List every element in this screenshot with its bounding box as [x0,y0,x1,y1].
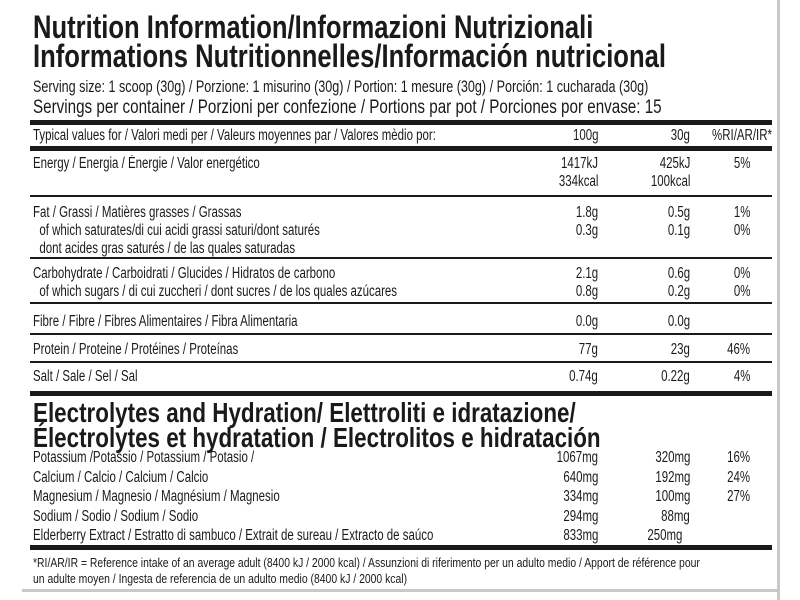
nutrient-label: Protein / Proteine / Protéines / Proteín… [33,341,239,358]
electrolyte-col3: 24% [727,468,750,486]
nutrient-label: Fibre / Fibre / Fibres Alimentaires / Fi… [33,313,298,330]
nutrient-value-col1: 0.3g [575,222,598,239]
nutrient-value-col1: 1417kJ [561,155,598,172]
electrolyte-label: Potassium /Potassio / Potassium / Potasi… [33,449,255,466]
nutrient-value-col1: 0.8g [575,283,598,300]
header-col-ri: %RI/AR/IR* [712,127,772,144]
nutrient-value-col2: 0.1g [667,222,690,239]
nutrient-value-col1: 2.1g [575,265,598,282]
nutrient-value-col3: 1% [733,204,750,221]
nutrient-value-col3: 5% [733,155,750,172]
nutrient-value-col2: 0.5g [667,204,690,221]
footnote-line-2: un adulte moyen / Ingesta de referencia … [33,571,408,586]
nutrient-value-col2: 0.22g [661,368,690,385]
divider [30,361,772,363]
electrolytes-heading-1: Electrolytes and Hydration/ Elettroliti … [33,397,576,428]
frame-border-bottom [22,589,780,592]
nutrient-value-col1: 0.0g [575,313,598,330]
nutrient-value-col1: 0.74g [569,368,598,385]
electrolyte-col2: 320mg [654,449,690,466]
nutrient-label: of which saturates/di cui acidi grassi s… [33,222,320,239]
nutrient-label: of which sugars / di cui zuccheri / dont… [33,283,398,300]
electrolyte-label: Sodium / Sodio / Sodium / Sodio [33,507,199,525]
nutrient-label: dont acides gras saturés / de las quales… [33,240,296,257]
electrolyte-label: Elderberry Extract / Estratto di sambuco… [33,527,434,544]
electrolyte-col2: 88mg [661,507,690,525]
servings-per-container: Servings per container / Porzioni per co… [33,97,662,118]
nutrient-value-col1: 77g [578,341,598,358]
nutrient-label: Carbohydrate / Carboidrati / Glucides / … [33,265,336,282]
divider [30,545,772,550]
nutrient-label: Energy / Energia / Énergie / Valor energ… [33,155,260,172]
electrolytes-heading-2: Électrolytes et hydratation / Electrolit… [33,422,601,453]
title-line-1: Nutrition Information/Informazioni Nutri… [33,9,594,45]
frame-border-right [777,0,780,600]
divider [30,257,772,259]
electrolyte-col1: 833mg [562,527,598,544]
nutrient-value-col3: 0% [733,265,750,282]
divider [30,195,772,197]
serving-size: Serving size: 1 scoop (30g) / Porzione: … [33,77,649,96]
electrolyte-col2: 192mg [654,468,690,486]
electrolyte-col1: 640mg [562,468,598,486]
header-col-30g: 30g [670,127,690,144]
electrolyte-col1: 294mg [562,507,598,525]
divider [30,120,772,125]
divider [30,391,772,396]
nutrient-value-col3: 46% [727,341,750,358]
title-line-2: Informations Nutritionnelles/Información… [33,38,666,74]
header-label: Typical values for / Valori medi per / V… [33,127,436,144]
header-col-100g: 100g [572,127,598,144]
nutrient-value-col3: 0% [733,283,750,300]
divider [30,302,772,304]
nutrient-value-col2: 100kcal [650,173,690,190]
electrolyte-col1: 334mg [562,488,598,505]
footnote-line-1: *RI/AR/IR = Reference intake of an avera… [33,555,700,570]
electrolyte-col2: 100mg [654,488,690,505]
divider [30,333,772,335]
electrolyte-col3: 27% [727,488,750,505]
nutrient-value-col2: 23g [670,341,690,358]
electrolyte-label: Magnesium / Magnesio / Magnésium / Magne… [33,488,280,505]
electrolyte-col2: 250mg [646,527,682,544]
divider [30,146,772,151]
nutrient-label: Fat / Grassi / Matières grasses / Grassa… [33,204,242,221]
nutrient-label: Salt / Sale / Sel / Sal [33,368,138,385]
nutrient-value-col3: 0% [733,222,750,239]
electrolyte-col3: 16% [727,449,750,466]
nutrient-value-col3: 4% [733,368,750,385]
nutrient-value-col2: 0.2g [667,283,690,300]
electrolyte-col1: 1067mg [556,449,598,466]
nutrient-value-col1: 1.8g [575,204,598,221]
nutrient-value-col2: 425kJ [659,155,690,172]
nutrient-value-col2: 0.0g [667,313,690,330]
nutrient-value-col1: 334kcal [558,173,598,190]
electrolyte-label: Calcium / Calcio / Calcium / Calcio [33,468,209,486]
nutrient-value-col2: 0.6g [667,265,690,282]
